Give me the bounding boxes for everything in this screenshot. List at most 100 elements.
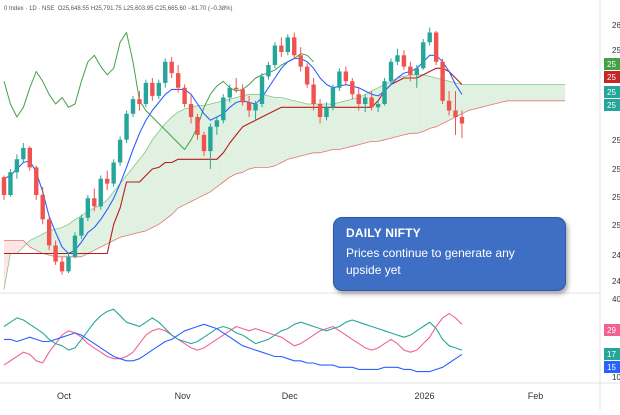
cloud-segment — [229, 97, 237, 178]
cloud-segment — [545, 84, 553, 101]
cloud-segment — [236, 95, 243, 174]
y-tick-label: 24 — [612, 251, 620, 260]
candle-body — [117, 139, 123, 163]
cloud-segment — [429, 76, 437, 129]
symbol-text: 0 Index · 1D · NSE — [4, 6, 55, 12]
cloud-segment — [171, 112, 179, 215]
cloud-segment — [507, 84, 514, 101]
candle-body — [175, 73, 181, 88]
candle-body — [279, 45, 284, 52]
cloud-segment — [178, 108, 185, 208]
cloud-segment — [165, 117, 172, 220]
candle-body — [85, 198, 91, 218]
candle-body — [453, 110, 458, 117]
cloud-segment — [133, 159, 140, 234]
cloud-segment — [152, 131, 159, 228]
cloud-segment — [391, 78, 398, 139]
candle-body — [234, 87, 239, 90]
cloud-segment — [352, 97, 359, 147]
candle-body — [169, 61, 174, 74]
oscillator-tick-label: 10 — [612, 373, 620, 382]
y-tick-label: 24 — [612, 277, 620, 286]
cloud-segment — [474, 84, 482, 109]
cloud-segment — [526, 84, 533, 101]
cloud-segment — [10, 240, 17, 254]
cloud-segment — [339, 100, 346, 150]
cloud-segment — [262, 94, 269, 168]
cloud-segment — [332, 102, 340, 150]
senkou-a-line — [3, 74, 566, 290]
price-tags: 25 25 25 25 29 17 15 — [604, 58, 620, 373]
candle-body — [343, 71, 349, 82]
price-tag-label: 25 — [607, 73, 616, 82]
candle-body — [8, 172, 13, 195]
y-tick-label: 26 — [612, 21, 620, 30]
candle-body — [427, 32, 432, 43]
candle-body — [46, 219, 52, 246]
callout-body: Prices continue to generate any upside y… — [346, 246, 515, 278]
oscillator-series-1 — [3, 313, 463, 366]
candle-body — [369, 97, 374, 108]
axis-labels: Oct Nov Dec 2026 Feb 26 25 25 25 25 25 24 24 40 10 — [57, 21, 620, 401]
y-tick-label: 25 — [612, 221, 620, 230]
annotation-callout: DAILY NIFTY Prices continue to generate … — [333, 217, 566, 291]
cloud-segment — [36, 234, 43, 254]
candle-body — [21, 147, 26, 160]
candle-body — [272, 45, 278, 65]
cloud-segment — [287, 99, 295, 160]
candle-body — [79, 217, 84, 236]
cloud-segment — [500, 84, 508, 103]
candle-body — [124, 113, 129, 140]
cloud-segment — [487, 84, 495, 106]
cloud-segment — [4, 240, 11, 290]
candle-body — [324, 107, 329, 117]
price-tag-label: 25 — [607, 101, 616, 110]
cloud-segment — [520, 84, 527, 101]
candle-body — [98, 178, 103, 207]
candle-body — [395, 55, 400, 62]
candle-body — [208, 126, 213, 152]
oscillator-tag-label: 29 — [607, 326, 616, 335]
cloud-segment — [120, 175, 127, 238]
candle-body — [317, 104, 323, 117]
candle-body — [408, 66, 413, 75]
oscillator-series-3 — [4, 323, 463, 373]
callout-title: DAILY NIFTY — [346, 226, 421, 240]
candle-body — [292, 37, 297, 56]
candle-body — [433, 32, 439, 62]
candle-body — [227, 87, 232, 98]
cloud-segment — [468, 84, 475, 111]
ohlc-values: O25,648.55 H25,791.75 L25,603.95 C25,665… — [57, 6, 233, 12]
candle-body — [311, 84, 316, 104]
price-tag-box — [604, 71, 620, 83]
candle-body — [201, 134, 207, 152]
candle-body — [298, 55, 303, 67]
price-tag-label: 25 — [607, 60, 616, 69]
cloud-segment — [29, 237, 37, 251]
price-tag-box — [604, 58, 620, 70]
price-tag-label: 25 — [607, 88, 616, 97]
candle-body — [14, 159, 20, 173]
cloud-segment — [481, 84, 488, 108]
candle-body — [195, 117, 200, 135]
candle-body — [375, 104, 381, 108]
cloud-segment — [397, 76, 404, 137]
candle-body — [414, 68, 419, 75]
cloud-segment — [307, 104, 314, 155]
candle-body — [34, 167, 39, 195]
candle-body — [421, 42, 426, 69]
cloud-segment — [158, 123, 166, 225]
cloud-segment — [416, 74, 424, 134]
candle-body — [221, 97, 226, 121]
cloud-segment — [87, 208, 95, 254]
candle-body — [143, 82, 149, 104]
price-tag-box — [604, 99, 620, 111]
candle-body — [459, 117, 465, 124]
cloud-segment — [274, 97, 282, 166]
candle-body — [137, 99, 142, 104]
cloud-segment — [249, 94, 256, 169]
cloud-segment — [242, 94, 250, 173]
senkou-b-line — [4, 100, 566, 258]
